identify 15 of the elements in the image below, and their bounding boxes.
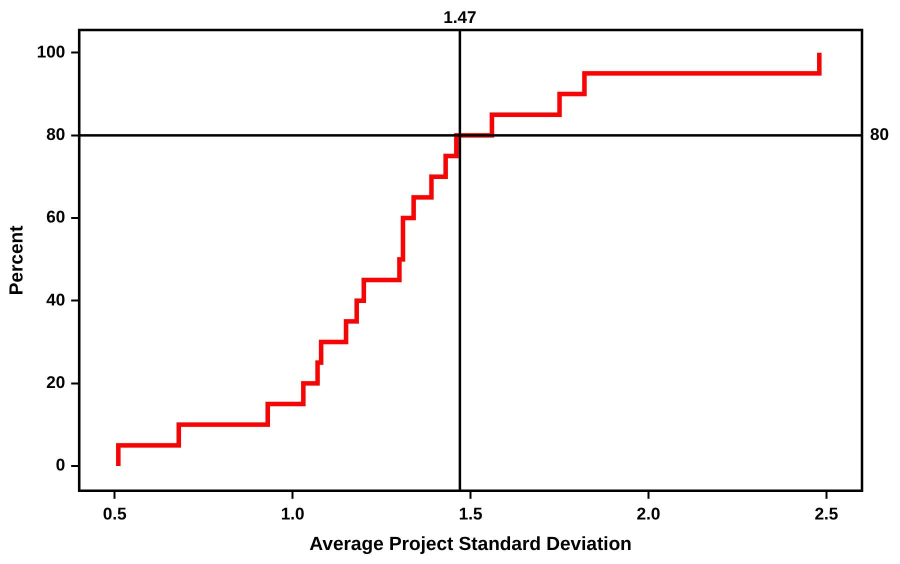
y-tick-label: 20: [46, 373, 66, 392]
y-tick-label: 80: [46, 125, 66, 144]
x-tick-label: 0.5: [102, 504, 127, 524]
x-tick-label: 2.0: [636, 504, 660, 524]
ref-line-label: 80: [870, 125, 889, 144]
y-tick-label: 0: [56, 456, 66, 475]
y-tick-label: 40: [46, 290, 66, 310]
y-tick-label: 100: [36, 42, 66, 62]
x-tick-label: 1.0: [280, 504, 304, 524]
ref-line-label: 1.47: [443, 8, 476, 28]
x-tick-label: 2.5: [814, 504, 838, 524]
x-tick-label: 1.5: [458, 504, 482, 524]
y-axis-title: Percent: [6, 224, 28, 296]
y-tick-label: 60: [46, 208, 66, 227]
x-axis-title: Average Project Standard Deviation: [309, 534, 632, 555]
